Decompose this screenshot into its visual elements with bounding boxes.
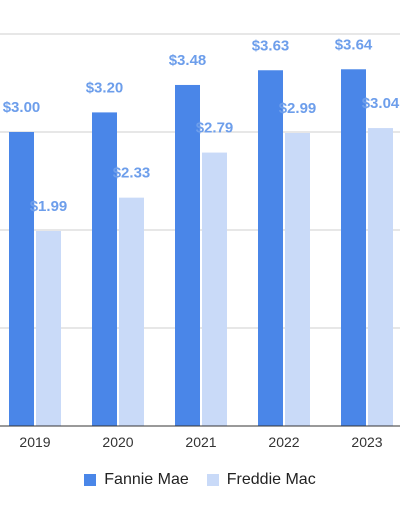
x-tick-label: 2021	[185, 434, 216, 450]
data-label: $3.48	[169, 52, 207, 69]
bar-fannie-mae	[258, 70, 283, 426]
data-label: $2.99	[279, 100, 317, 117]
data-label: $3.63	[252, 37, 290, 54]
data-label: $3.04	[362, 95, 400, 112]
bar-freddie-mac	[202, 152, 227, 426]
legend-label-freddie-mac: Freddie Mac	[226, 471, 316, 488]
legend-swatch-freddie-mac	[206, 474, 219, 486]
x-tick-label: 2019	[19, 434, 50, 450]
data-label: $3.64	[335, 36, 373, 53]
chart-legend: Fannie Mae Freddie Mac	[0, 468, 400, 492]
bar-freddie-mac	[119, 197, 144, 426]
bar-fannie-mae	[341, 69, 366, 426]
bar-freddie-mac	[36, 230, 61, 426]
data-label: $1.99	[30, 198, 68, 215]
legend-label-fannie-mae: Fannie Mae	[104, 471, 189, 488]
data-label: $3.20	[86, 79, 124, 96]
legend-item-freddie-mac: Freddie Mac	[206, 471, 316, 489]
bar-freddie-mac	[285, 132, 310, 427]
legend-item-fannie-mae: Fannie Mae	[84, 471, 189, 489]
bar-fannie-mae	[175, 84, 200, 427]
legend-swatch-fannie-mae	[84, 474, 97, 486]
data-label: $2.79	[196, 120, 234, 137]
x-tick-label: 2022	[268, 434, 299, 450]
bar-fannie-mae	[92, 112, 117, 427]
bar-chart: $3.00 $1.99 2019 $3.20 $2.33 2020 $3.48 $2.79 20…	[0, 33, 400, 450]
data-label: $2.33	[113, 165, 151, 182]
bar-freddie-mac	[368, 128, 393, 426]
x-tick-label: 2020	[102, 434, 133, 450]
data-label: $3.00	[3, 99, 41, 116]
bar-fannie-mae	[9, 132, 34, 426]
x-tick-label: 2023	[351, 434, 382, 450]
